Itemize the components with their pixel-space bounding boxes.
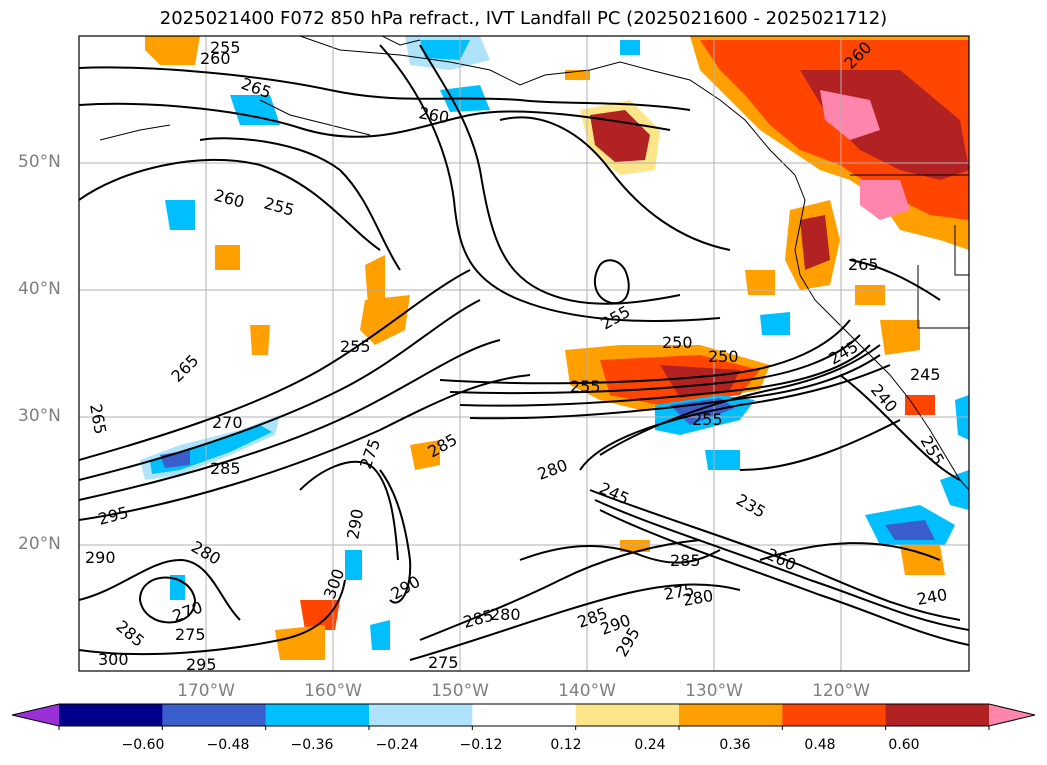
contour-label: 265 (848, 255, 879, 274)
contour-label: 285 (670, 551, 701, 570)
contour-label: 255 (340, 337, 371, 356)
colorbar-swatch (369, 704, 473, 726)
colorbar-tick: 0.60 (888, 737, 920, 753)
lat-label-30n: 30°N (18, 406, 61, 426)
contour-label: 285 (210, 459, 241, 478)
contour-label: 290 (85, 548, 116, 567)
colorbar-tick: −0.12 (459, 737, 503, 753)
contour-label: 260 (200, 49, 231, 68)
contour-label: 255 (570, 377, 601, 396)
colorbar-swatch (472, 704, 577, 726)
contour-label: 255 (210, 38, 241, 57)
colorbar-tick: −0.36 (290, 737, 334, 753)
contour-label: 255 (692, 410, 723, 429)
colorbar-swatch (162, 704, 267, 726)
lon-label-130w: 130°W (685, 681, 743, 701)
contour-label: 280 (490, 605, 521, 624)
colorbar-tick: 0.24 (634, 737, 666, 753)
colorbar (11, 703, 1036, 730)
contour-label: 275 (428, 653, 459, 672)
plot-frame (78, 35, 970, 672)
colorbar-tick: 0.12 (550, 737, 582, 753)
lon-label-160w: 160°W (304, 681, 362, 701)
colorbar-tick: 0.36 (719, 737, 751, 753)
contour-label: 295 (186, 655, 217, 674)
lon-label-170w: 170°W (177, 681, 235, 701)
contour-label: 270 (212, 413, 243, 432)
contour-label: 250 (708, 347, 739, 366)
colorbar-extend-low (12, 704, 59, 726)
contour-label: 300 (98, 650, 129, 669)
lon-label-150w: 150°W (431, 681, 489, 701)
colorbar-swatch (575, 704, 680, 726)
lon-label-120w: 120°W (812, 681, 870, 701)
lat-label-20n: 20°N (18, 534, 61, 554)
colorbar-tick: −0.48 (206, 737, 250, 753)
colorbar-swatch (885, 704, 990, 726)
lon-label-140w: 140°W (558, 681, 616, 701)
refractivity-contours (79, 44, 969, 661)
colorbar-tick: −0.60 (121, 737, 165, 753)
colorbar-tick: −0.24 (375, 737, 419, 753)
colorbar-swatch (265, 704, 370, 726)
contour-label: 250 (662, 333, 693, 352)
colorbar-swatch (782, 704, 887, 726)
colorbar-swatch (679, 704, 783, 726)
contour-label: 245 (910, 365, 941, 384)
lat-label-40n: 40°N (18, 279, 61, 299)
colorbar-swatch (59, 704, 163, 726)
contour-label: 275 (175, 625, 206, 644)
colorbar-extend-high (989, 704, 1035, 726)
map-title: 2025021400 F072 850 hPa refract., IVT La… (159, 8, 888, 29)
lat-label-50n: 50°N (18, 152, 61, 172)
colorbar-tick: 0.48 (804, 737, 836, 753)
